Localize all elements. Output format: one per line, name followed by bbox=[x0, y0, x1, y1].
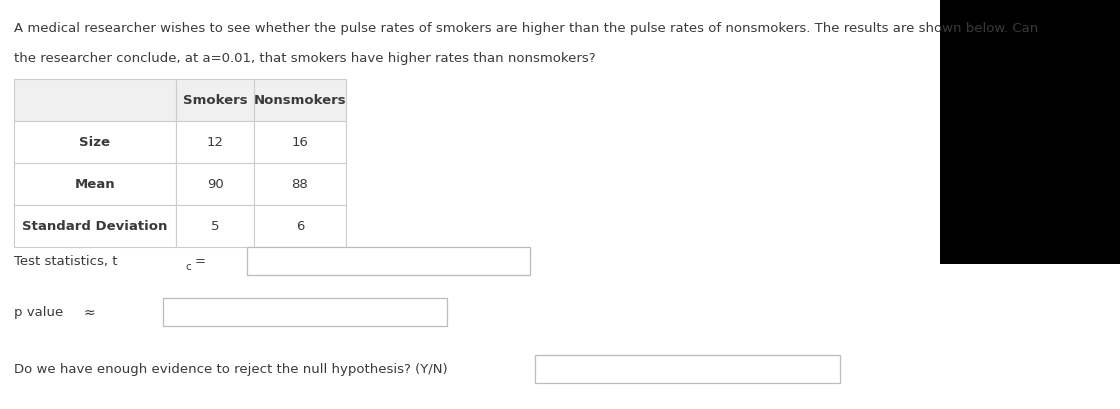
Text: Test statistics, t: Test statistics, t bbox=[13, 255, 118, 268]
Bar bbox=[13, 164, 176, 205]
Bar bbox=[254, 164, 346, 205]
Bar bbox=[164, 298, 447, 326]
Text: Do we have enough evidence to reject the null hypothesis? (Y/N): Do we have enough evidence to reject the… bbox=[13, 363, 448, 375]
Text: A medical researcher wishes to see whether the pulse rates of smokers are higher: A medical researcher wishes to see wheth… bbox=[13, 22, 1038, 35]
Text: 88: 88 bbox=[291, 178, 308, 191]
Text: the researcher conclude, at a=0.01, that smokers have higher rates than nonsmoke: the researcher conclude, at a=0.01, that… bbox=[13, 52, 596, 65]
Bar bbox=[254, 205, 346, 247]
Bar bbox=[13, 205, 176, 247]
Text: =: = bbox=[195, 255, 206, 268]
Text: 90: 90 bbox=[206, 178, 223, 191]
Bar bbox=[248, 247, 530, 275]
Text: Size: Size bbox=[80, 136, 111, 149]
Bar bbox=[254, 122, 346, 164]
Bar bbox=[176, 205, 254, 247]
Bar bbox=[940, 0, 1120, 264]
Text: 6: 6 bbox=[296, 220, 305, 233]
Bar bbox=[535, 355, 840, 383]
Text: Standard Deviation: Standard Deviation bbox=[22, 220, 168, 233]
Bar bbox=[254, 80, 346, 122]
Text: 16: 16 bbox=[291, 136, 308, 149]
Text: 12: 12 bbox=[206, 136, 224, 149]
Bar bbox=[13, 80, 176, 122]
Text: 5: 5 bbox=[211, 220, 220, 233]
Text: p value: p value bbox=[13, 306, 63, 319]
Text: Nonsmokers: Nonsmokers bbox=[254, 94, 346, 107]
Bar bbox=[176, 122, 254, 164]
Text: Mean: Mean bbox=[75, 178, 115, 191]
Bar bbox=[13, 122, 176, 164]
Text: Smokers: Smokers bbox=[183, 94, 248, 107]
Text: c: c bbox=[185, 261, 190, 271]
Bar bbox=[176, 164, 254, 205]
Text: ≈: ≈ bbox=[84, 305, 95, 319]
Bar bbox=[176, 80, 254, 122]
